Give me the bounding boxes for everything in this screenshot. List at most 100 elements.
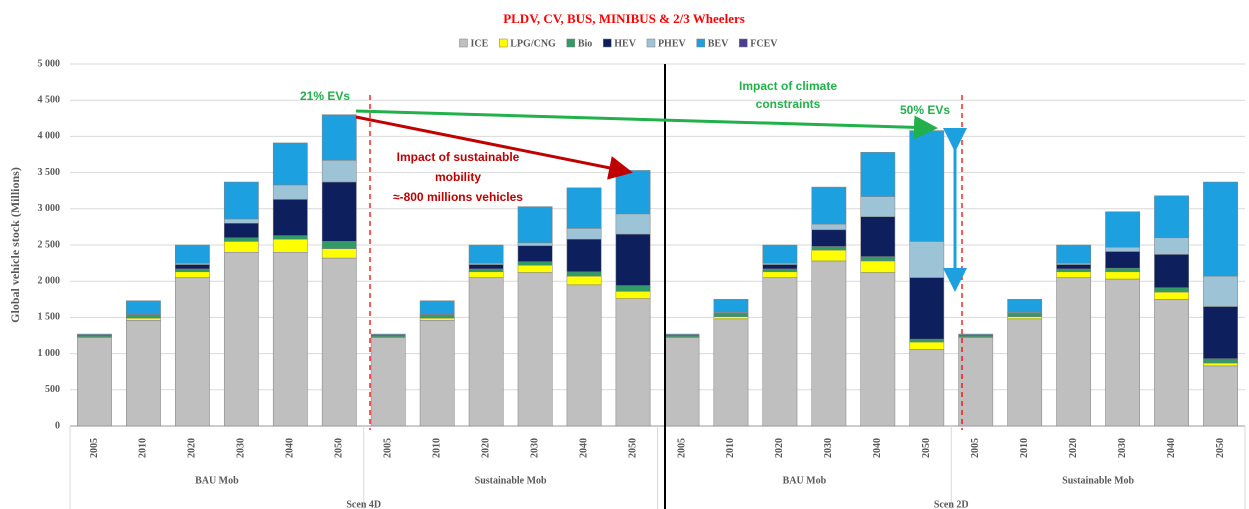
legend-swatch	[739, 38, 748, 48]
bar-segment	[566, 271, 602, 277]
bar-segment	[272, 235, 308, 240]
bar-segment	[126, 300, 161, 315]
bar-segment	[126, 320, 161, 427]
x-tick-label: 2005	[89, 438, 100, 458]
bar-segment	[1203, 181, 1238, 277]
y-tick-label: 3 500	[38, 167, 61, 178]
bar-segment	[223, 237, 259, 242]
x-tick-label: 2030	[529, 438, 540, 458]
bar-segment	[1056, 244, 1092, 264]
x-tick-label: 2050	[921, 438, 932, 458]
scenario-label: Scen 2D	[934, 499, 969, 509]
y-tick-label: 1 500	[38, 312, 61, 323]
scenario-label: Scen 4D	[346, 499, 381, 509]
y-tick-label: 2 000	[38, 275, 61, 286]
bar-segment	[566, 187, 602, 229]
x-tick-label: 2005	[383, 438, 394, 458]
bar-segment	[713, 318, 749, 427]
legend-swatch	[603, 38, 612, 48]
legend-label: HEV	[614, 38, 636, 49]
x-tick-label: 2030	[236, 438, 247, 458]
bar-segment	[1105, 251, 1140, 269]
bar-segment	[370, 337, 406, 427]
arrow	[355, 109, 938, 140]
bar-segment	[664, 337, 700, 427]
bar-segment	[1105, 278, 1140, 427]
legend-label: Bio	[578, 38, 592, 49]
bar-segment	[1056, 277, 1092, 427]
bar-segment	[272, 199, 308, 236]
bar-segment	[223, 223, 259, 239]
bar-segment	[811, 229, 847, 247]
bar-segment	[909, 338, 945, 343]
bar-segment	[1154, 237, 1189, 255]
bar-segment	[1007, 316, 1043, 320]
bar-segment	[1203, 358, 1238, 364]
bar-segment	[468, 244, 504, 264]
x-tick-label: 2020	[187, 438, 198, 458]
bar-segment	[909, 349, 945, 427]
x-tick-label: 2010	[725, 438, 736, 458]
annotation: 21% EVs	[300, 89, 350, 103]
bar-segment	[566, 238, 602, 273]
y-tick-label: 4 500	[38, 94, 61, 105]
bar-segment	[762, 271, 798, 278]
x-tick-label: 2050	[334, 438, 345, 458]
bar-segment	[517, 206, 553, 244]
annotation: Impact of sustainable	[397, 150, 520, 164]
legend-swatch	[459, 38, 468, 48]
x-tick-label: 2040	[285, 438, 296, 458]
bar-segment	[175, 264, 210, 270]
bar-segment	[419, 317, 455, 321]
y-tick-label: 1 000	[38, 348, 61, 359]
group-label: Sustainable Mob	[1062, 475, 1134, 486]
bar-segment	[223, 181, 259, 220]
y-tick-label: 2 500	[38, 239, 61, 250]
bar-segment	[1154, 254, 1189, 288]
bar-segment	[713, 313, 749, 317]
bar-segment	[272, 142, 308, 186]
bar-segment	[1007, 313, 1043, 317]
bar-segment	[1203, 306, 1238, 359]
bar-segment	[517, 265, 553, 273]
bar-segment	[468, 277, 504, 427]
x-tick-label: 2040	[1166, 438, 1177, 458]
group-label: BAU Mob	[783, 475, 827, 486]
bar-segment	[860, 196, 896, 218]
bar-segment	[1203, 362, 1238, 367]
bar-segment	[811, 249, 847, 262]
bar-segment	[615, 298, 651, 427]
bar-segment	[1007, 299, 1043, 313]
chart-title: PLDV, CV, BUS, MINIBUS & 2/3 Wheelers	[503, 11, 745, 26]
annotation: mobility	[435, 170, 481, 184]
bar-segment	[713, 316, 749, 320]
bar-segment	[762, 264, 798, 270]
legend-label: PHEV	[658, 38, 687, 49]
bar-segment	[1154, 287, 1189, 293]
bar-segment	[321, 257, 357, 427]
legend-swatch	[499, 38, 508, 48]
y-tick-label: 500	[45, 384, 60, 395]
bar-segment	[958, 337, 994, 427]
bar-segment	[566, 228, 602, 240]
bar-segment	[811, 186, 847, 225]
bar-segment	[272, 238, 308, 253]
x-tick-label: 2010	[1019, 438, 1030, 458]
bar-segment	[223, 251, 259, 427]
x-tick-label: 2030	[1117, 438, 1128, 458]
bar-segment	[566, 275, 602, 286]
bar-segment	[517, 261, 553, 266]
y-tick-label: 5 000	[38, 58, 61, 69]
bar-segment	[468, 271, 504, 278]
bar-segment	[909, 130, 945, 242]
bar-segment	[860, 272, 896, 427]
bar-segment	[468, 268, 504, 273]
annotation: constraints	[756, 97, 821, 111]
bar-segment	[321, 181, 357, 242]
bar-segment	[517, 242, 553, 246]
x-tick-label: 2040	[872, 438, 883, 458]
bar-segment	[1056, 264, 1092, 270]
bar-segment	[615, 285, 651, 292]
bar-segment	[1105, 271, 1140, 280]
